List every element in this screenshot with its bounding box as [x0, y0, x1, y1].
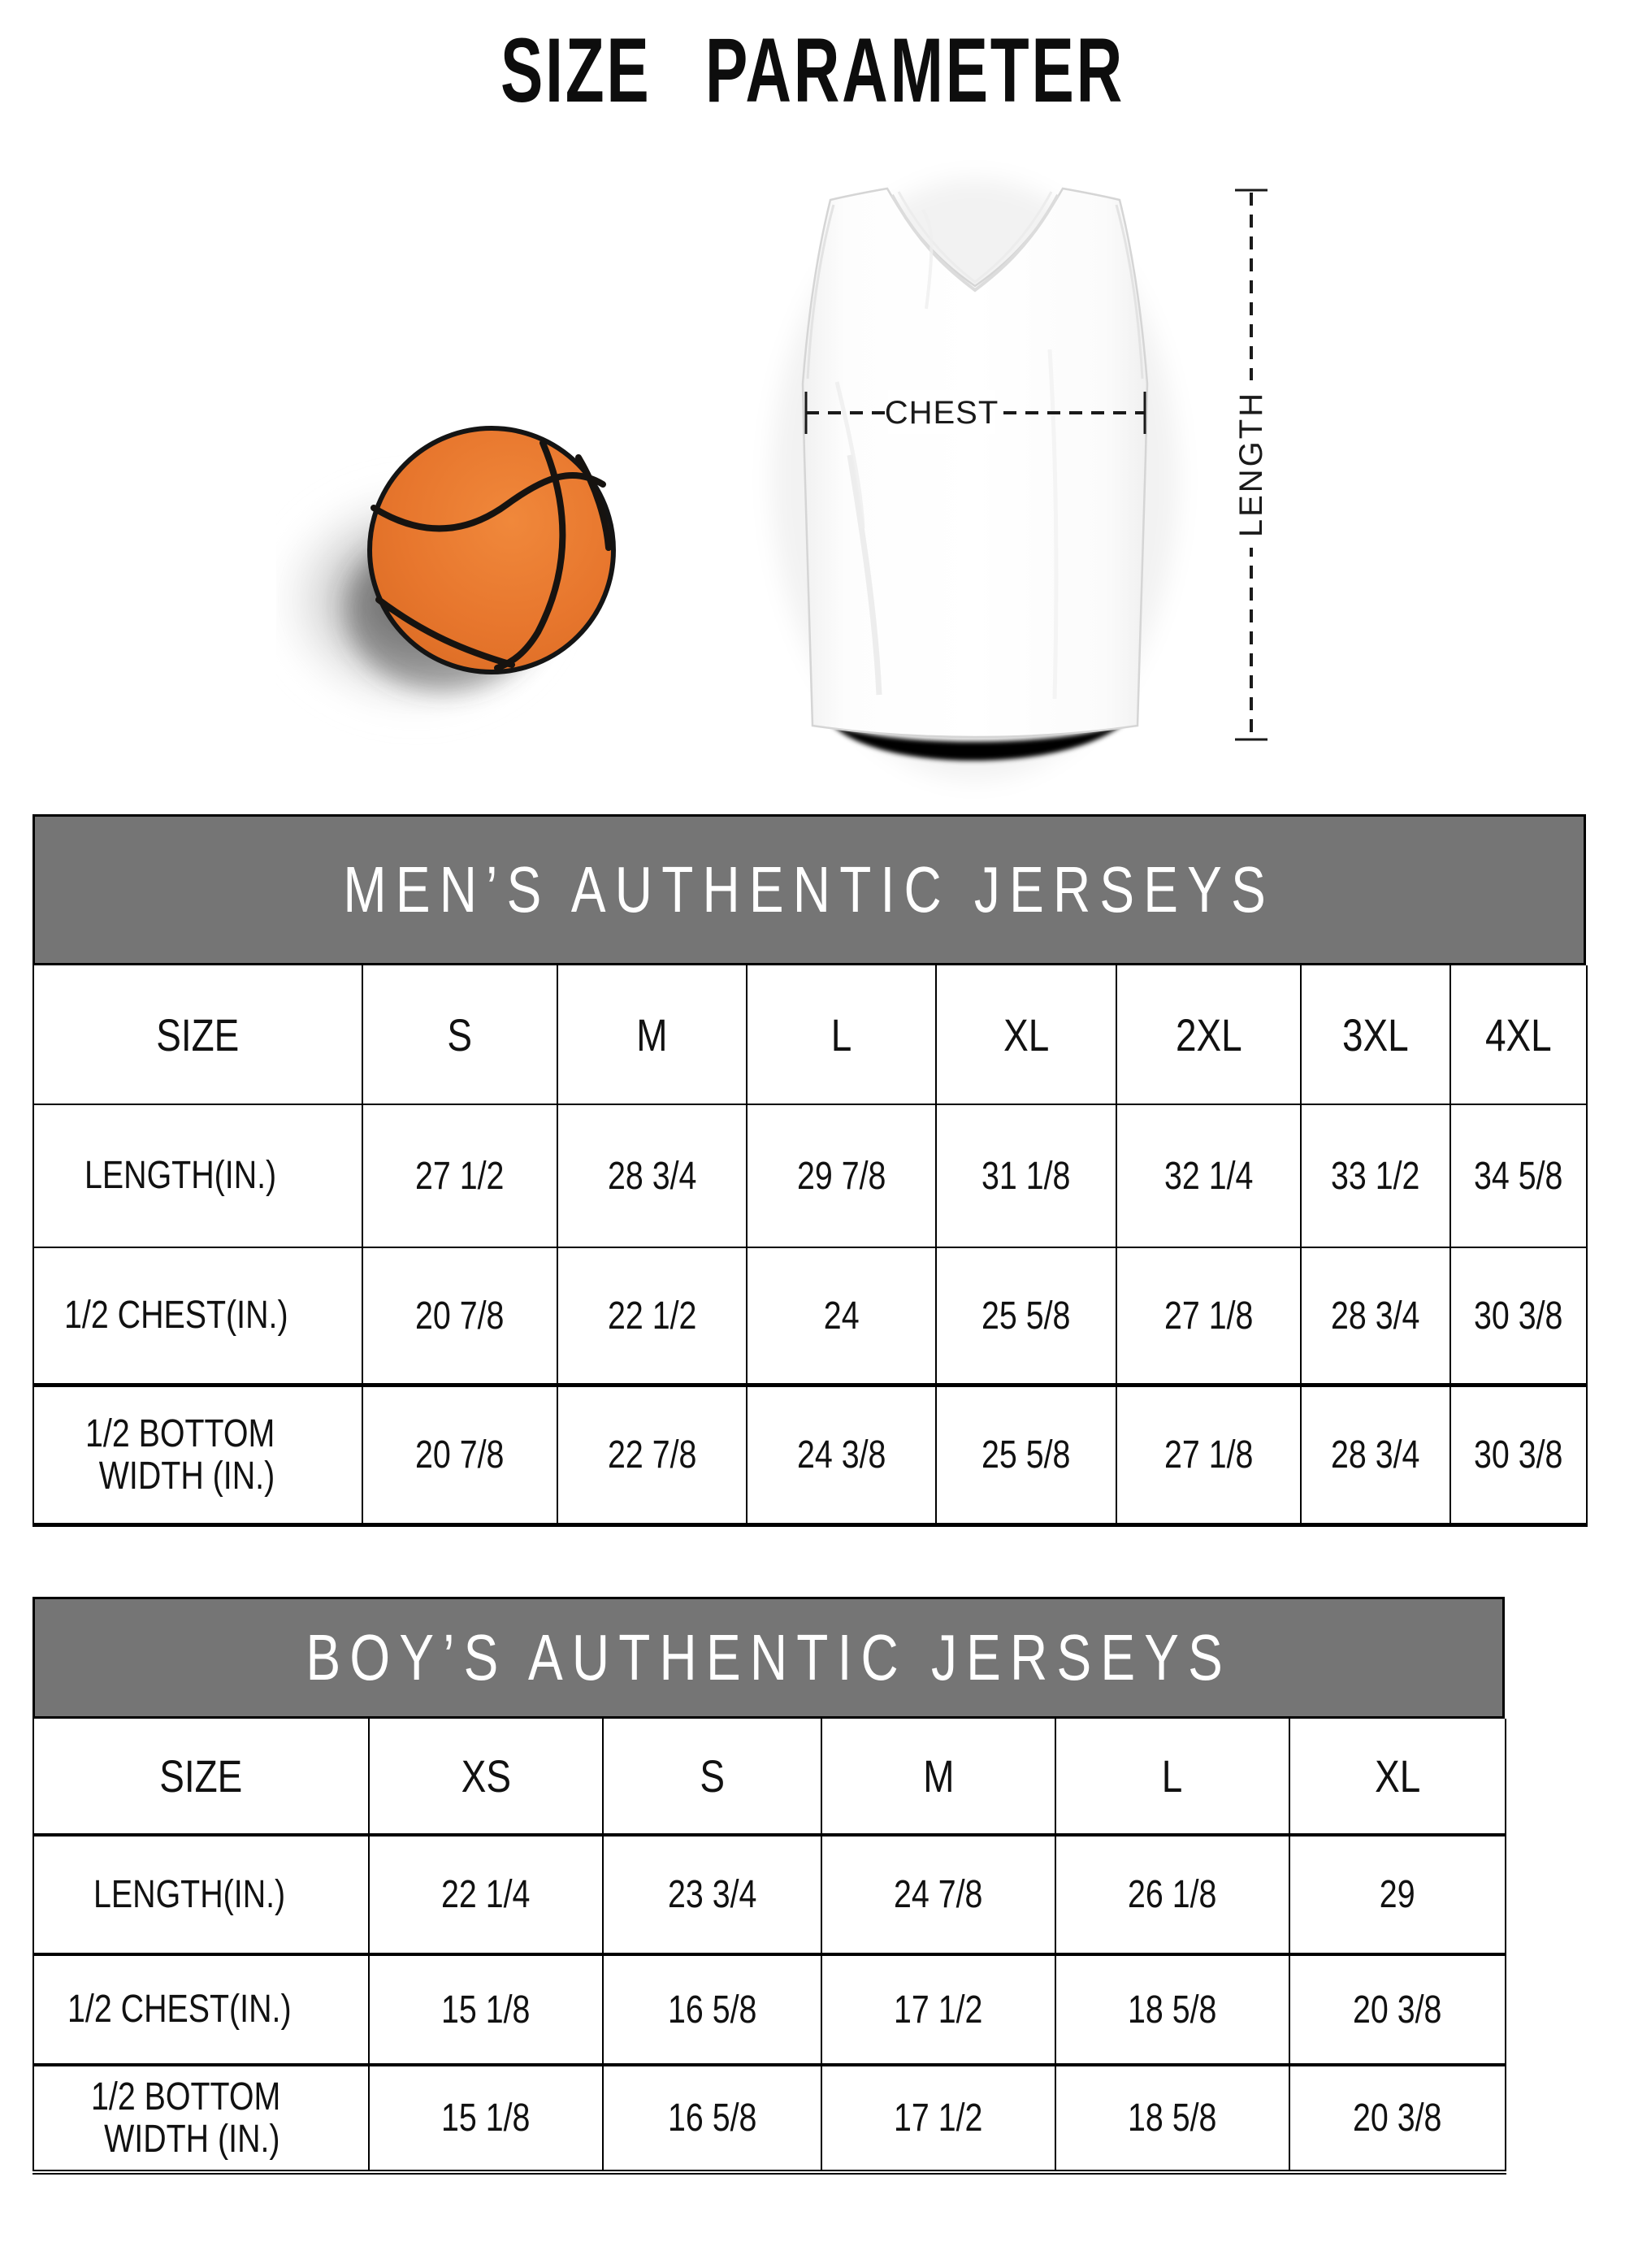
table-cell: 30 3/8 [1450, 1247, 1588, 1387]
table-cell: 18 5/8 [1055, 2065, 1290, 2175]
table-cell: 15 1/8 [368, 1954, 604, 2066]
table-cell: 28 3/4 [1300, 1385, 1451, 1527]
mens-table-title: MEN’S AUTHENTIC JERSEYS [343, 853, 1276, 926]
table-cell: 20 7/8 [362, 1385, 558, 1527]
boys-size-m: M [821, 1719, 1056, 1837]
row-label: 1/2 BOTTOM WIDTH (IN.) [32, 2065, 370, 2175]
table-cell: 15 1/8 [368, 2065, 604, 2175]
table-cell: 22 7/8 [557, 1385, 748, 1527]
table-cell: 32 1/4 [1116, 1104, 1302, 1248]
boys-bottom-width-row: 1/2 BOTTOM WIDTH (IN.) 15 1/8 16 5/8 17 … [32, 2065, 1506, 2175]
mens-length-row: LENGTH(IN.) 27 1/2 28 3/4 29 7/8 31 1/8 … [32, 1104, 1588, 1248]
table-cell: 29 [1289, 1835, 1506, 1956]
table-cell: 20 7/8 [362, 1247, 558, 1387]
table-cell: 16 5/8 [602, 2065, 822, 2175]
table-cell: 30 3/8 [1450, 1385, 1588, 1527]
table-cell: 25 5/8 [935, 1247, 1117, 1387]
boys-length-row: LENGTH(IN.) 22 1/4 23 3/4 24 7/8 26 1/8 … [32, 1835, 1506, 1956]
table-cell: 20 3/8 [1289, 2065, 1506, 2175]
table-cell: 31 1/8 [935, 1104, 1117, 1248]
table-cell: 22 1/2 [557, 1247, 748, 1387]
table-cell: 27 1/2 [362, 1104, 558, 1248]
chest-measure [804, 392, 1146, 434]
table-cell: 22 1/4 [368, 1835, 604, 1956]
length-label: LENGTH [1233, 391, 1269, 537]
page-title: SIZE PARAMETER [500, 20, 1124, 121]
mens-size-xl: XL [935, 965, 1117, 1105]
boys-size-xs: XS [368, 1719, 604, 1837]
basketball-icon [367, 426, 616, 674]
table-cell: 33 1/2 [1300, 1104, 1451, 1248]
mens-size-header-row: SIZE S M L XL 2XL 3XL 4XL [32, 965, 1588, 1105]
table-cell: 25 5/8 [935, 1385, 1117, 1527]
row-label: LENGTH(IN.) [32, 1104, 363, 1248]
boys-size-header-label: SIZE [32, 1719, 370, 1837]
table-cell: 26 1/8 [1055, 1835, 1290, 1956]
mens-size-2xl: 2XL [1116, 965, 1302, 1105]
chest-label-bg [888, 390, 995, 434]
table-cell: 18 5/8 [1055, 1954, 1290, 2066]
mens-chest-row: 1/2 CHEST(IN.) 20 7/8 22 1/2 24 25 5/8 2… [32, 1247, 1588, 1387]
table-cell: 27 1/8 [1116, 1385, 1302, 1527]
table-cell: 34 5/8 [1450, 1104, 1588, 1248]
boys-size-s: S [602, 1719, 822, 1837]
table-cell: 27 1/8 [1116, 1247, 1302, 1387]
table-cell: 16 5/8 [602, 1954, 822, 2066]
row-label: 1/2 CHEST(IN.) [32, 1954, 370, 2066]
boys-chest-row: 1/2 CHEST(IN.) 15 1/8 16 5/8 17 1/2 18 5… [32, 1954, 1506, 2066]
boys-table-title: BOY’S AUTHENTIC JERSEYS [306, 1621, 1232, 1693]
boys-size-table-section: BOY’S AUTHENTIC JERSEYS SIZE XS S M L XL… [32, 1597, 1506, 2175]
jersey-illustration [772, 179, 1178, 780]
jersey-hem-shadow [830, 720, 1128, 761]
table-cell: 17 1/2 [821, 2065, 1056, 2175]
boys-size-header-row: SIZE XS S M L XL [32, 1719, 1506, 1837]
row-label: 1/2 BOTTOM WIDTH (IN.) [32, 1385, 363, 1527]
row-label: 1/2 CHEST(IN.) [32, 1247, 363, 1387]
boys-size-table: SIZE XS S M L XL LENGTH(IN.) 22 1/4 23 3… [32, 1719, 1506, 2175]
mens-size-header-label: SIZE [32, 965, 363, 1105]
row-label: LENGTH(IN.) [32, 1835, 370, 1956]
table-cell: 24 7/8 [821, 1835, 1056, 1956]
length-label-bg [1228, 380, 1274, 548]
table-cell: 23 3/4 [602, 1835, 822, 1956]
table-cell: 29 7/8 [746, 1104, 937, 1248]
size-diagram: CHEST LENGTH [276, 179, 1274, 780]
mens-size-s: S [362, 965, 558, 1105]
boys-table-header-band: BOY’S AUTHENTIC JERSEYS [32, 1597, 1505, 1719]
mens-size-m: M [557, 965, 748, 1105]
chest-label: CHEST [885, 395, 999, 431]
mens-size-3xl: 3XL [1300, 965, 1451, 1105]
table-cell: 28 3/4 [557, 1104, 748, 1248]
mens-size-l: L [746, 965, 937, 1105]
table-cell: 24 [746, 1247, 937, 1387]
boys-size-xl: XL [1289, 1719, 1506, 1837]
table-cell: 24 3/8 [746, 1385, 937, 1527]
mens-size-4xl: 4XL [1450, 965, 1588, 1105]
table-cell: 28 3/4 [1300, 1247, 1451, 1387]
table-cell: 17 1/2 [821, 1954, 1056, 2066]
mens-size-table-section: MEN’S AUTHENTIC JERSEYS SIZE S M L XL 2X… [32, 814, 1588, 1527]
table-cell: 20 3/8 [1289, 1954, 1506, 2066]
mens-bottom-width-row: 1/2 BOTTOM WIDTH (IN.) 20 7/8 22 7/8 24 … [32, 1385, 1588, 1527]
mens-table-header-band: MEN’S AUTHENTIC JERSEYS [32, 814, 1586, 965]
mens-size-table: SIZE S M L XL 2XL 3XL 4XL LENGTH(IN.) 27… [32, 965, 1588, 1527]
boys-size-l: L [1055, 1719, 1290, 1837]
